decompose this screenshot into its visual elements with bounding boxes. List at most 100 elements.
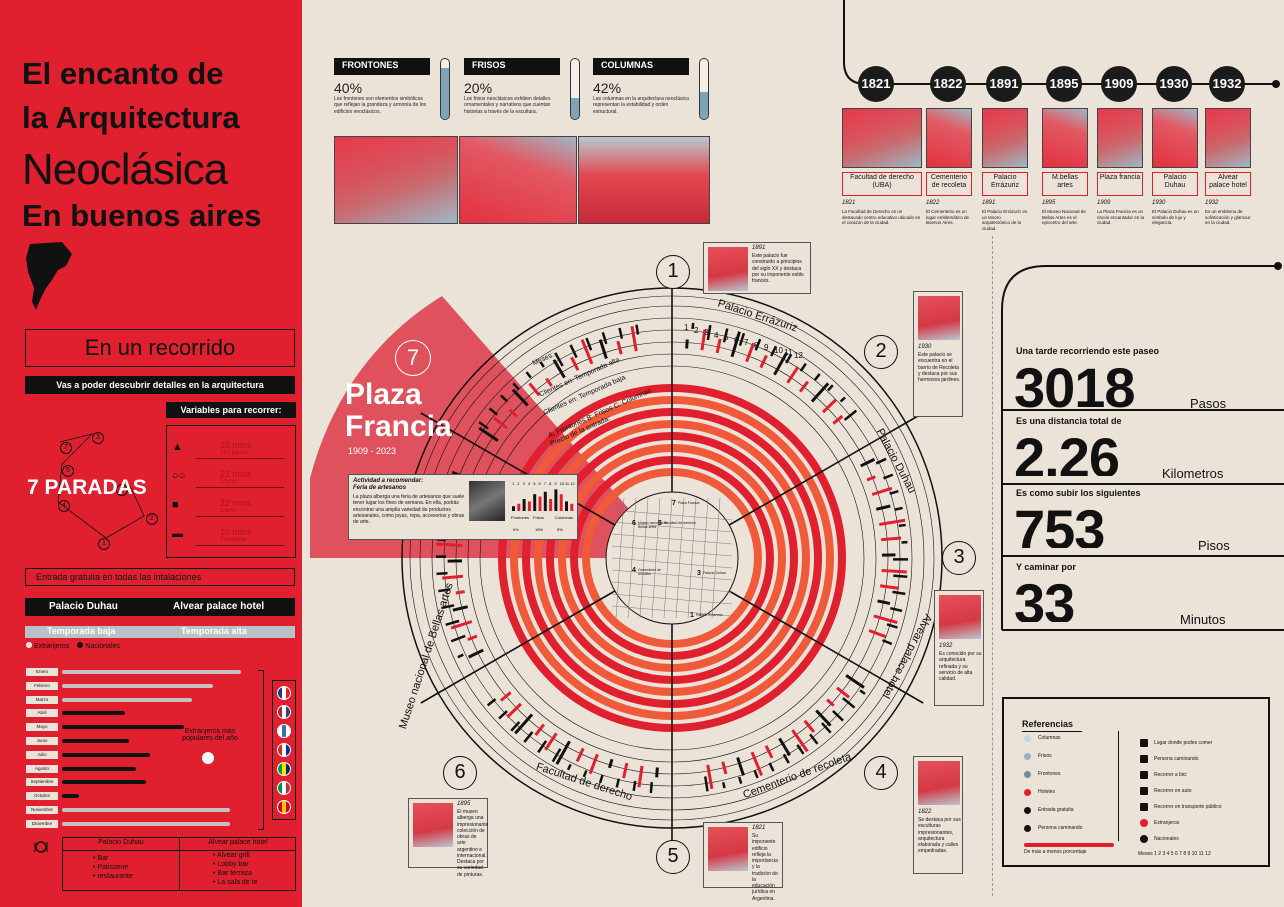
stat-number: 2.26 (1014, 430, 1119, 476)
mode-detail: 2 paradas (220, 537, 247, 543)
activity-photo (469, 481, 505, 521)
month-label: Mayo (26, 723, 58, 732)
timeline-year: 1821 (842, 200, 856, 206)
food-item: • Bar (93, 855, 109, 862)
mode-time: 10 mins (220, 527, 252, 537)
stat-label: Una tarde recorriendo este paseo (1016, 346, 1160, 356)
mode-line (196, 458, 284, 459)
stat-label: Y caminar por (1016, 562, 1076, 572)
ref-icon (1140, 739, 1148, 747)
ref-label: Lugar donde podes comer (1154, 740, 1213, 746)
title-line-3: Neoclásica (22, 145, 228, 194)
wheel-bar-dark (478, 421, 489, 430)
wheel-bar-dark (632, 780, 637, 792)
mini-pct: 0% (513, 527, 519, 532)
legend-extranjeros: Extranjeros (33, 643, 70, 650)
mini-bar (512, 506, 515, 511)
temporada-alta-label: Temporada alta (181, 626, 247, 636)
center-stop-name: Palacio Duhau (703, 571, 726, 575)
wheel-bar (877, 599, 891, 605)
stat-percent: 20% (464, 80, 493, 96)
center-stop-name: Facultad de derecho (664, 521, 696, 525)
timeline-name: Cementerio de recoleta (926, 172, 972, 196)
wheel-bar-dark (537, 740, 548, 754)
wheel-bar (826, 698, 835, 707)
wheel-bar (452, 605, 469, 612)
timeline-desc: La Plaza Francia es un rincón encantador… (1097, 209, 1145, 226)
card-text: Su imponente edificio refleja la importa… (752, 833, 778, 902)
month-tick: 10 (774, 345, 783, 355)
months-bracket (258, 670, 264, 830)
wheel-bar (555, 740, 571, 765)
brazil-flag (277, 762, 291, 776)
wheel-bar (630, 325, 638, 352)
wheel-bar-dark (635, 324, 640, 335)
stop-card: 1891 Este palacio fue construido a princi… (703, 242, 811, 294)
month-tick: 1 (684, 323, 689, 332)
stat-percent: 42% (593, 80, 622, 96)
temporadas-bar: Temporada baja Temporada alta (25, 626, 295, 638)
month-label: Diciembre (26, 819, 58, 828)
france-flag (277, 686, 291, 700)
center-stop-number: 4 (632, 567, 636, 574)
wheel-bar (478, 426, 499, 442)
mini-chart: 1 2 3 4 5 6 7 8 9 10 11 12Frontones0%Frisos15%Colum… (511, 481, 575, 532)
ref-icon (1140, 787, 1148, 795)
stat-tube (570, 58, 580, 120)
ref-label: Entrada gratuita (1038, 807, 1074, 813)
stop-number: 1 (656, 255, 690, 289)
wheel-bar (528, 382, 541, 397)
title-line-1: El encanto de (22, 56, 224, 91)
map-road (611, 557, 733, 569)
month-bar-baja (62, 780, 146, 785)
wheel-bar-dark (883, 473, 894, 480)
month-label: Julio (26, 750, 58, 759)
mini-month: 4 (528, 481, 531, 486)
month-tick: 5 (724, 333, 729, 342)
wheel-bar-dark (566, 763, 572, 771)
wheel-bar (871, 486, 893, 496)
wheel-bar-dark (500, 394, 509, 403)
timeline-desc: La Facultad de Derecho es un destacado c… (842, 209, 921, 226)
wheel-bar (588, 753, 599, 775)
activity-name: Feria de artesanos (353, 485, 407, 491)
wheel-bar-dark (738, 332, 746, 346)
timeline-photo (1097, 108, 1143, 168)
wheel-bar-dark (893, 574, 908, 578)
month-tick: 4 (714, 330, 719, 340)
wheel-bar (580, 339, 594, 365)
month-label: Marzo (26, 695, 58, 704)
timeline-name: Palacio Duhau (1152, 172, 1198, 196)
wheel-bar-dark (842, 697, 856, 709)
mini-month: 12 (570, 481, 575, 486)
wheel-bar-dark (457, 653, 464, 659)
center-stop-number: 6 (632, 520, 636, 527)
wheel-bar (832, 414, 844, 425)
mode-line (196, 487, 284, 488)
timeline-desc: El Palacio Errázuriz es un tesoro arquit… (982, 209, 1028, 231)
mode-detail: 3 kms (220, 508, 237, 514)
wheel-bar-dark (832, 710, 844, 722)
flags-box (272, 680, 296, 820)
food-item: • restaurante (93, 873, 133, 880)
wheel-bar-dark (551, 748, 562, 763)
wheel-bar (493, 416, 508, 430)
mini-month: 11 (565, 481, 570, 486)
wheel-bar (622, 762, 629, 779)
wheel-bar (845, 674, 865, 689)
wheel-bar-dark (438, 588, 451, 593)
wheel-bar (442, 574, 463, 580)
mode-detail: 753 pasos (220, 450, 248, 456)
map-road (699, 497, 709, 619)
card-year: 1822 (918, 809, 932, 815)
month-label: Junio (26, 737, 58, 745)
wheel-spoke (728, 412, 924, 526)
ref-label: Recorrer en auto (1154, 788, 1192, 794)
mini-bar (549, 499, 553, 511)
wheel-bar (715, 338, 722, 354)
month-tick: 8 (754, 340, 759, 350)
stop-card: 1895 El museo alberga una impresionante c… (408, 798, 488, 878)
mini-month: 2 (517, 481, 520, 486)
wheel-bar-dark (445, 619, 460, 627)
variables-title: Variables para recorrer: (166, 402, 296, 418)
